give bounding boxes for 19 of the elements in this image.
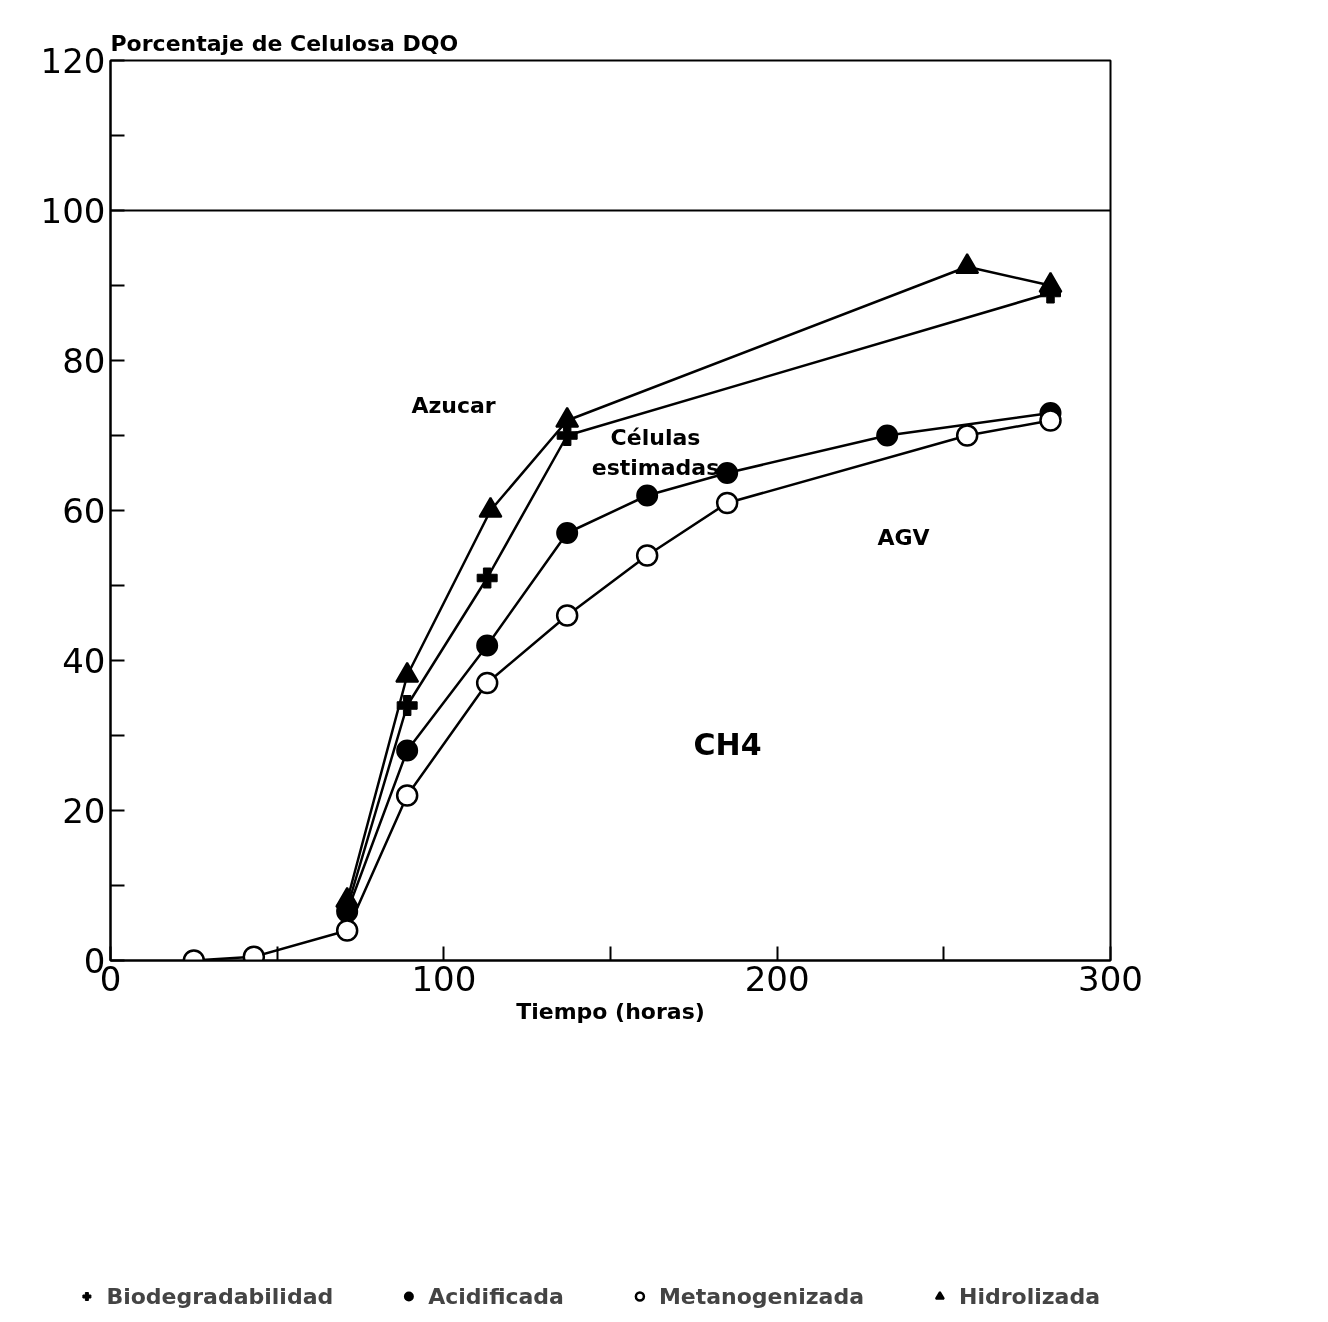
legend-label: Metanogenizada (658, 1283, 864, 1309)
y-tick-label: 80 (62, 341, 106, 381)
y-tick-label: 40 (62, 641, 106, 681)
x-tick-label: 300 (1078, 958, 1143, 999)
annotation: AGV (877, 525, 930, 550)
annotation: Azucar (411, 392, 496, 418)
y-tick-label: 20 (62, 791, 106, 831)
legend-label: Acidificada (428, 1283, 564, 1309)
x-tick-label: 100 (411, 958, 477, 999)
y-axis-title: Porcentaje de Celulosa DQO (110, 30, 459, 56)
x-tick-label: 200 (744, 958, 810, 999)
legend-label: Biodegradabilidad (106, 1283, 334, 1309)
annotation: CH4 (693, 727, 762, 762)
legend-label: Hidrolizada (959, 1283, 1100, 1309)
y-tick-label: 100 (40, 191, 106, 231)
y-tick-label: 60 (62, 491, 106, 531)
y-tick-label: 120 (40, 41, 106, 81)
annotation: Células estimadas (591, 424, 720, 480)
x-axis-title: Tiempo (horas) (516, 998, 705, 1024)
